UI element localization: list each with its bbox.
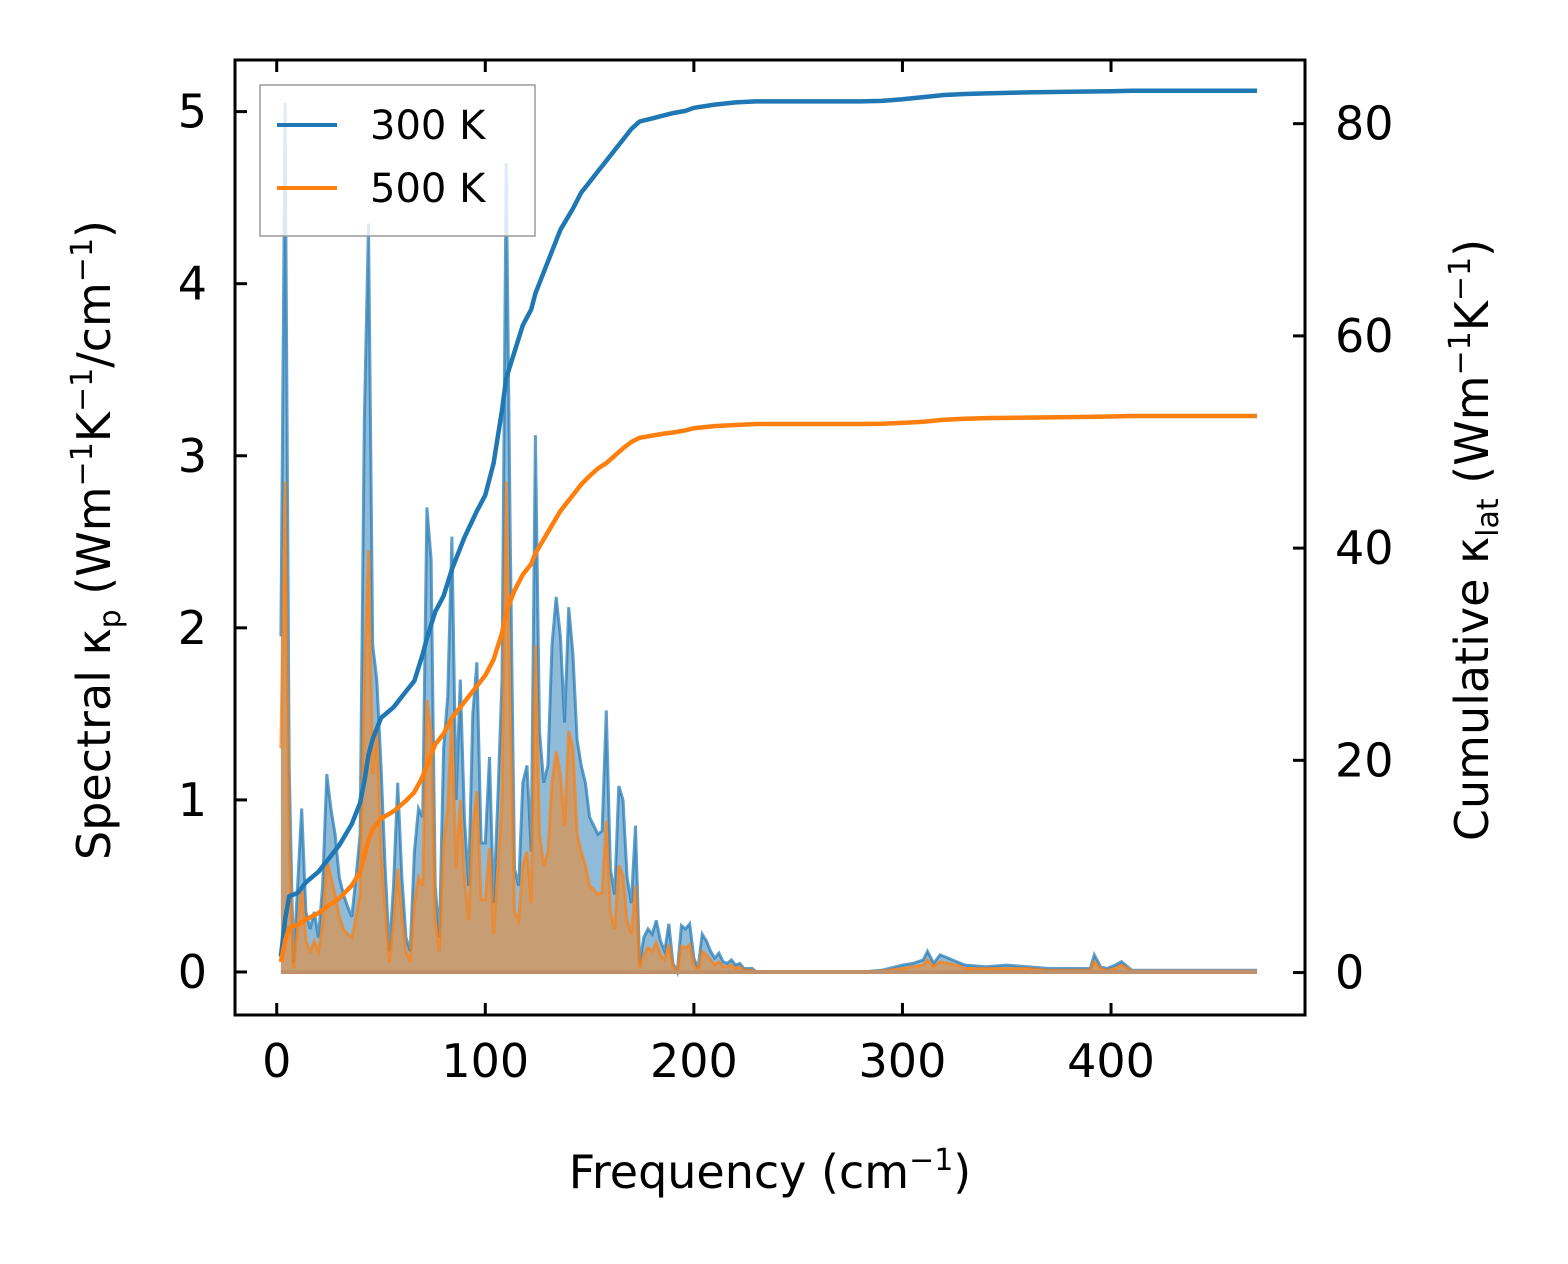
x-tick-label: 200 — [650, 1034, 738, 1088]
y-left-label-sup: −1 — [65, 442, 100, 486]
y-right-tick-label: 20 — [1335, 733, 1394, 787]
legend: 300 K 500 K — [259, 84, 536, 237]
legend-label-500k: 500 K — [370, 166, 487, 212]
x-tick-label: 300 — [859, 1034, 947, 1088]
y-left-label-part: (Wm — [67, 486, 121, 609]
series-layer — [278, 88, 1258, 978]
y-right-tick-label: 80 — [1335, 97, 1394, 151]
y-left-tick-label: 5 — [178, 85, 207, 139]
y-left-tick-label: 0 — [178, 945, 207, 999]
y-right-label-part: ) — [1445, 239, 1499, 257]
y-axis-right-label: Cumulative κlat (Wm−1K−1) — [1443, 239, 1506, 841]
y-left-label-sup: −1 — [65, 238, 100, 282]
plot-clip-group — [278, 88, 1258, 978]
y-left-label-part: /cm — [67, 282, 121, 368]
x-axis-label-sup: −1 — [909, 1143, 953, 1178]
y-left-label-part: ) — [67, 220, 121, 238]
y-left-tick-label: 1 — [178, 773, 207, 827]
x-tick-label: 100 — [441, 1034, 529, 1088]
y-right-label-sup: −1 — [1443, 257, 1478, 301]
legend-box — [259, 84, 536, 237]
y-left-label-part: K — [67, 410, 121, 442]
y-right-tick-label: 0 — [1335, 946, 1364, 1000]
x-axis-label-text: Frequency (cm — [569, 1145, 909, 1199]
y-right-tick-label: 40 — [1335, 521, 1394, 575]
y-left-label-part: Spectral κ — [67, 628, 121, 860]
x-axis-label-end: ) — [953, 1145, 971, 1199]
legend-label-300k: 300 K — [370, 103, 487, 149]
y-right-tick-label: 60 — [1335, 309, 1394, 363]
y-right-label-sub: lat — [1471, 498, 1506, 537]
cumulative-line-500k — [278, 413, 1257, 963]
y-left-tick-label: 4 — [178, 257, 207, 311]
y-left-label-sub: p — [93, 609, 128, 628]
y-right-label-sup: −1 — [1443, 331, 1478, 375]
x-axis-label: Frequency (cm−1) — [569, 1143, 972, 1199]
x-tick-label: 400 — [1067, 1034, 1155, 1088]
y-right-label-part: Cumulative κ — [1445, 537, 1499, 841]
y-left-tick-label: 3 — [178, 429, 207, 483]
plot-frame — [233, 58, 1307, 1017]
x-tick-label: 0 — [262, 1034, 291, 1088]
ticks-layer: 0 100 200 300 400 0 1 2 3 4 5 0 20 40 60 80 — [178, 60, 1394, 1088]
spectral-area-500k — [280, 481, 1257, 972]
y-left-tick-label: 2 — [178, 601, 207, 655]
cumulative-line-300k — [278, 88, 1257, 957]
y-axis-left-label: Spectral κp (Wm−1K−1/cm−1) — [65, 220, 128, 860]
y-right-label-part: K — [1445, 299, 1499, 331]
y-right-label-part: (Wm — [1445, 375, 1499, 498]
y-left-label-sup: −1 — [65, 368, 100, 412]
